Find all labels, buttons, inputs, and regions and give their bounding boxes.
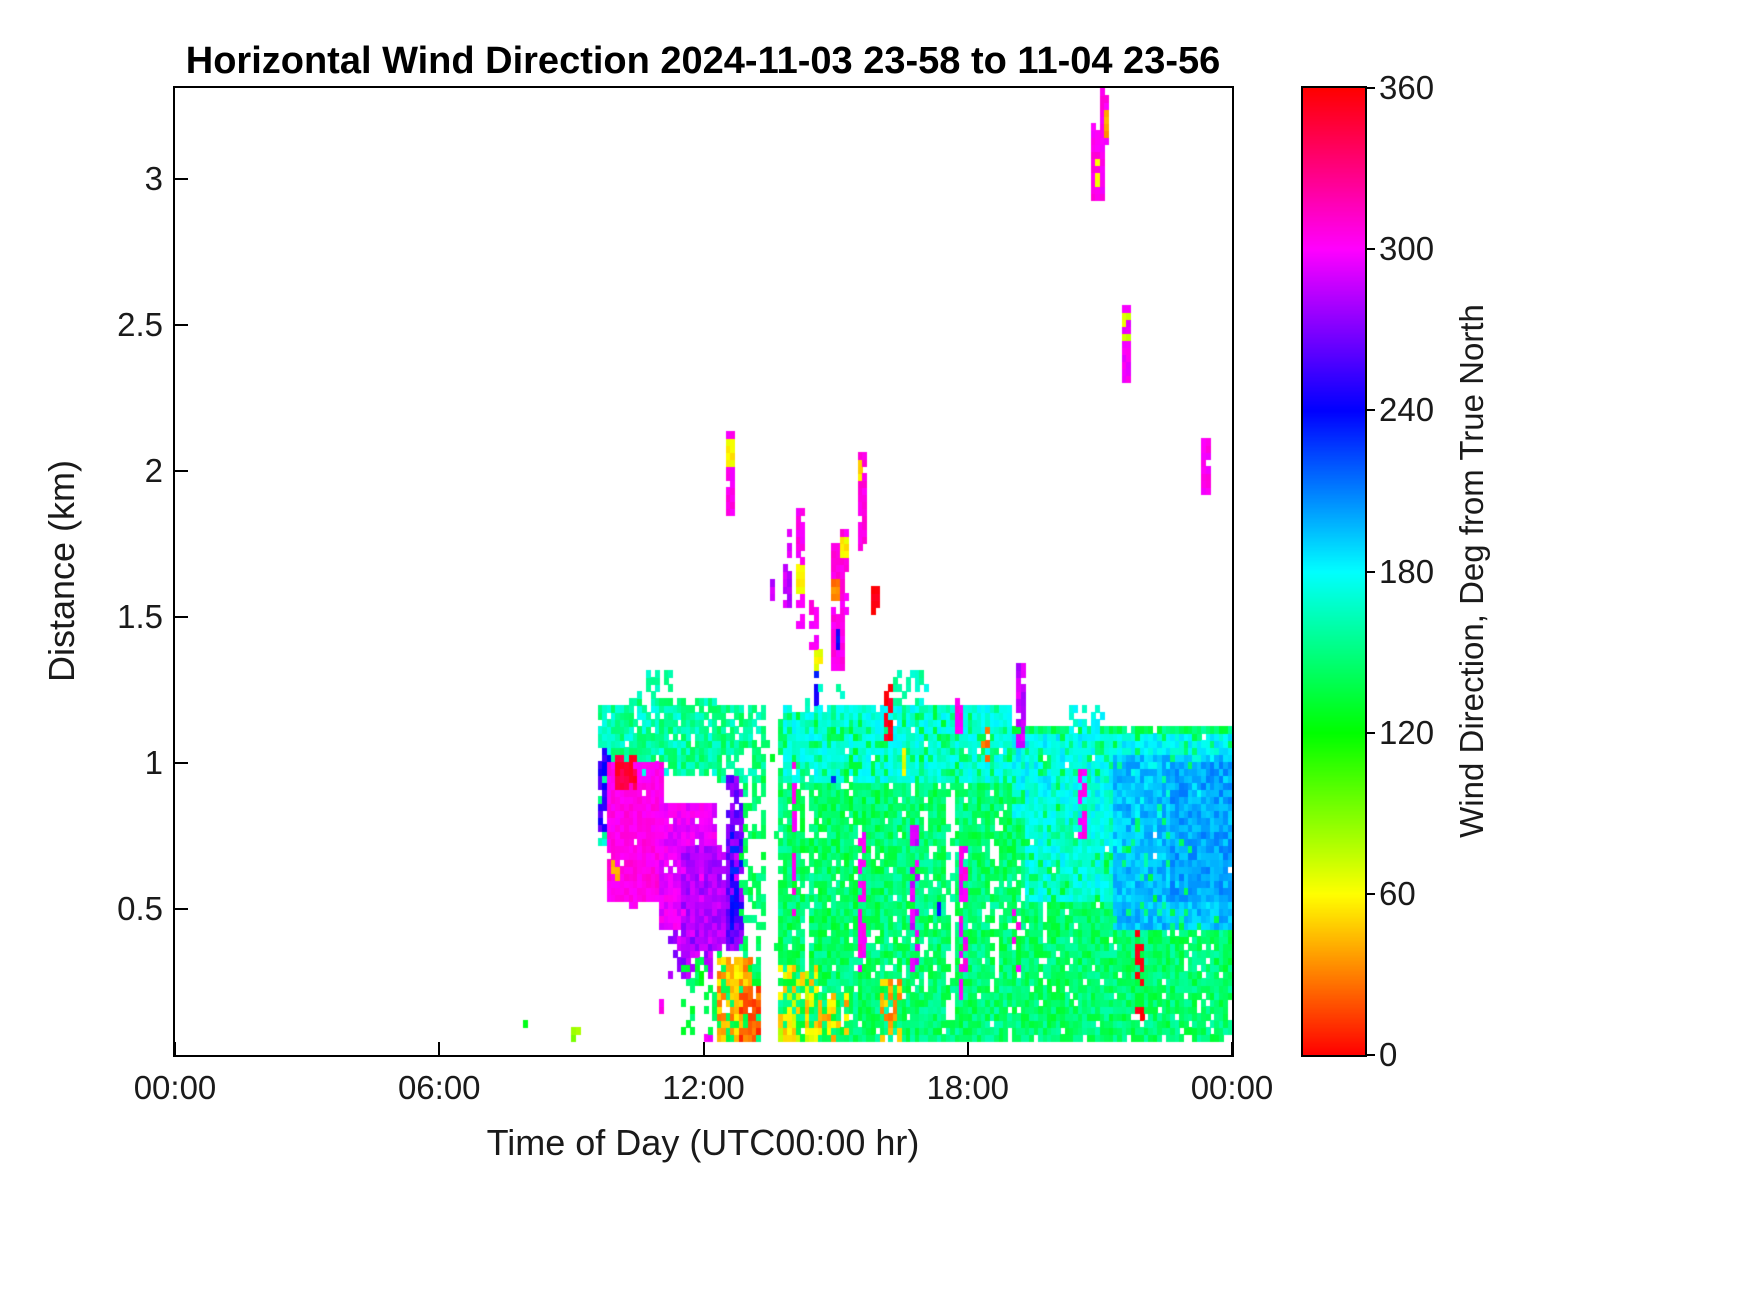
colorbar-tick-label: 180 xyxy=(1379,552,1435,590)
y-axis-label: Distance (km) xyxy=(41,459,82,683)
y-tick-label: 0.5 xyxy=(117,890,163,928)
colorbar-tick-label: 0 xyxy=(1379,1036,1398,1073)
colorbar-tick-label: 60 xyxy=(1379,874,1416,912)
y-tick-mark xyxy=(175,324,188,327)
y-tick-label: 3 xyxy=(144,160,163,198)
chart-title: Horizontal Wind Direction 2024-11-03 23-… xyxy=(185,40,1221,82)
x-tick-mark xyxy=(702,1042,705,1055)
y-tick-label: 1.5 xyxy=(117,598,163,636)
y-tick-mark xyxy=(175,616,188,619)
x-tick-label: 00:00 xyxy=(1190,1069,1274,1106)
colorbar-label: Wind Direction, Deg from True North xyxy=(1453,304,1490,838)
x-tick-label: 06:00 xyxy=(397,1069,481,1106)
colorbar-tick-mark xyxy=(1367,731,1375,734)
y-tick-label: 2 xyxy=(144,452,163,490)
colorbar-tick-mark xyxy=(1367,87,1375,89)
y-tick-label: 1 xyxy=(144,744,163,782)
x-tick-label: 18:00 xyxy=(926,1069,1010,1106)
colorbar-tick-mark xyxy=(1367,892,1375,895)
colorbar-tick-mark xyxy=(1367,409,1375,412)
colorbar-tick-label: 300 xyxy=(1379,230,1435,268)
x-tick-label: 12:00 xyxy=(662,1069,745,1106)
colorbar-canvas xyxy=(1303,88,1365,1055)
x-axis-label: Time of Day (UTC00:00 hr) xyxy=(486,1122,920,1163)
colorbar-tick-label: 240 xyxy=(1379,391,1435,429)
x-tick-mark xyxy=(1231,1042,1233,1055)
colorbar-tick-label: 360 xyxy=(1379,69,1435,106)
x-tick-mark xyxy=(174,1042,176,1055)
colorbar xyxy=(1301,86,1367,1057)
x-tick-mark xyxy=(966,1042,969,1055)
colorbar-tick-mark xyxy=(1367,1054,1375,1056)
y-tick-mark xyxy=(175,470,188,473)
x-tick-label: 00:00 xyxy=(133,1069,217,1106)
y-tick-mark xyxy=(175,762,188,765)
colorbar-tick-mark xyxy=(1367,570,1375,573)
colorbar-tick-mark xyxy=(1367,248,1375,251)
plot-area xyxy=(173,86,1234,1057)
colorbar-tick-label: 120 xyxy=(1379,713,1435,751)
y-tick-label: 2.5 xyxy=(117,306,163,344)
heatmap-canvas xyxy=(175,88,1232,1055)
y-tick-mark xyxy=(175,178,188,181)
x-tick-mark xyxy=(438,1042,441,1055)
y-tick-mark xyxy=(175,908,188,911)
